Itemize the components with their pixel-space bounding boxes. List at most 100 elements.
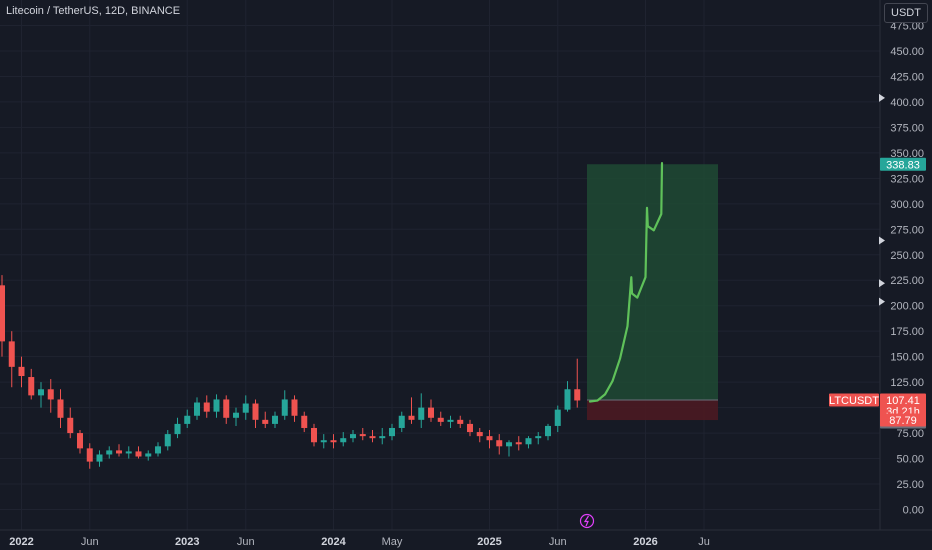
x-tick-label: 2023 [175,536,199,548]
lightning-icon[interactable] [579,513,595,529]
projection-curve [588,162,664,403]
x-tick-label: Ju [698,536,710,548]
candle-body [38,389,44,396]
candle-body [67,417,74,434]
candle-body [369,436,376,439]
y-tick-label: 200.00 [890,301,924,313]
x-tick-label: Jun [549,536,567,548]
candle-body [213,399,220,412]
candle-body [496,440,503,447]
candle-body [389,427,395,437]
candle-body [174,423,181,435]
price-axis[interactable]: 475.00 450.00 425.00 400.00 375.00 350.00 325.… [890,21,924,517]
candle-body [106,450,113,455]
candle-body [554,409,561,426]
x-tick-label: 2025 [477,536,501,548]
x-tick-label: Jun [81,536,99,548]
candle-body [408,415,415,420]
y-tick-label: 250.00 [890,250,924,262]
candle-body [379,436,386,439]
candle-body [350,434,356,439]
alert-arrow [879,279,885,288]
candle-body [28,377,35,396]
stop-zone [587,400,718,421]
candle-body [18,366,25,377]
y-tick-label: 175.00 [890,326,924,338]
candle-body [135,451,142,457]
candle-body [262,419,269,424]
grid-lines [0,0,880,530]
candle-body [457,419,464,424]
candle-body [194,402,200,416]
current-price-label: 107.41 [886,395,920,407]
candle-body [506,442,512,447]
candle-body [515,442,522,445]
y-tick-label: 425.00 [890,71,924,83]
candle-body [96,454,103,462]
x-tick-label: 2022 [9,536,33,548]
candle-body [311,427,317,443]
time-axis[interactable]: 2022 Jun 2023 Jun 2024 May 2025 Jun 2026 Ju [9,536,710,548]
candle-body [242,403,249,413]
candle-body [8,341,15,367]
candle-body [164,434,171,447]
candle-body [330,440,337,443]
candle-body [184,415,191,424]
y-tick-label: 50.00 [896,454,924,466]
candle-body [116,450,122,454]
x-tick-label: 2026 [633,536,657,548]
candle-body [535,436,542,439]
currency-button[interactable]: USDT [884,3,928,23]
alert-arrow [879,93,885,102]
candle-body [320,440,327,443]
candle-body [291,399,298,416]
candle-body [223,399,230,418]
symbol-label: LTCUSDT [829,395,879,407]
candle-body [437,417,444,422]
stop-price-label: 87.79 [889,415,917,427]
candle-body [145,453,152,457]
y-tick-label: 25.00 [896,479,924,491]
candle-body [272,415,278,424]
trade-zones [587,164,718,421]
y-tick-label: 375.00 [890,122,924,134]
candle-body [340,438,347,443]
candle-body [301,415,308,428]
candle-body [545,425,551,437]
candle-body [252,403,259,420]
candle-body [57,399,64,418]
candle-body [428,407,434,418]
candle-body [125,451,132,454]
current-price-label-bg [880,393,926,407]
y-tick-label: 350.00 [890,148,924,160]
y-tick-label: 125.00 [890,377,924,389]
target-zone [587,164,718,401]
symbol-label-bg [829,393,879,407]
candle-body [233,412,239,418]
x-tick-label: 2024 [321,536,346,548]
candle-body [447,419,454,422]
y-tick-label: 450.00 [890,46,924,58]
target-price-label-bg [880,157,926,171]
candlestick-series [0,275,581,469]
alert-arrow [879,297,885,306]
candle-body [574,389,581,401]
target-price-label: 338.83 [886,159,920,171]
candle-body [281,399,288,416]
x-tick-label: Jun [237,536,255,548]
candle-body [86,448,93,462]
symbol-title[interactable]: Litecoin / TetherUS, 12D, BINANCE [6,5,181,17]
y-tick-label: 225.00 [890,275,924,287]
y-tick-label: 0.00 [903,505,924,517]
y-tick-label: 475.00 [890,21,924,33]
y-tick-label: 400.00 [890,97,924,109]
x-tick-label: May [382,536,403,548]
y-tick-label: 325.00 [890,173,924,185]
y-tick-label: 150.00 [890,352,924,364]
candle-body [418,407,425,420]
y-tick-label: 75.00 [896,428,924,440]
y-tick-label: 275.00 [890,224,924,236]
candle-body [47,389,54,400]
